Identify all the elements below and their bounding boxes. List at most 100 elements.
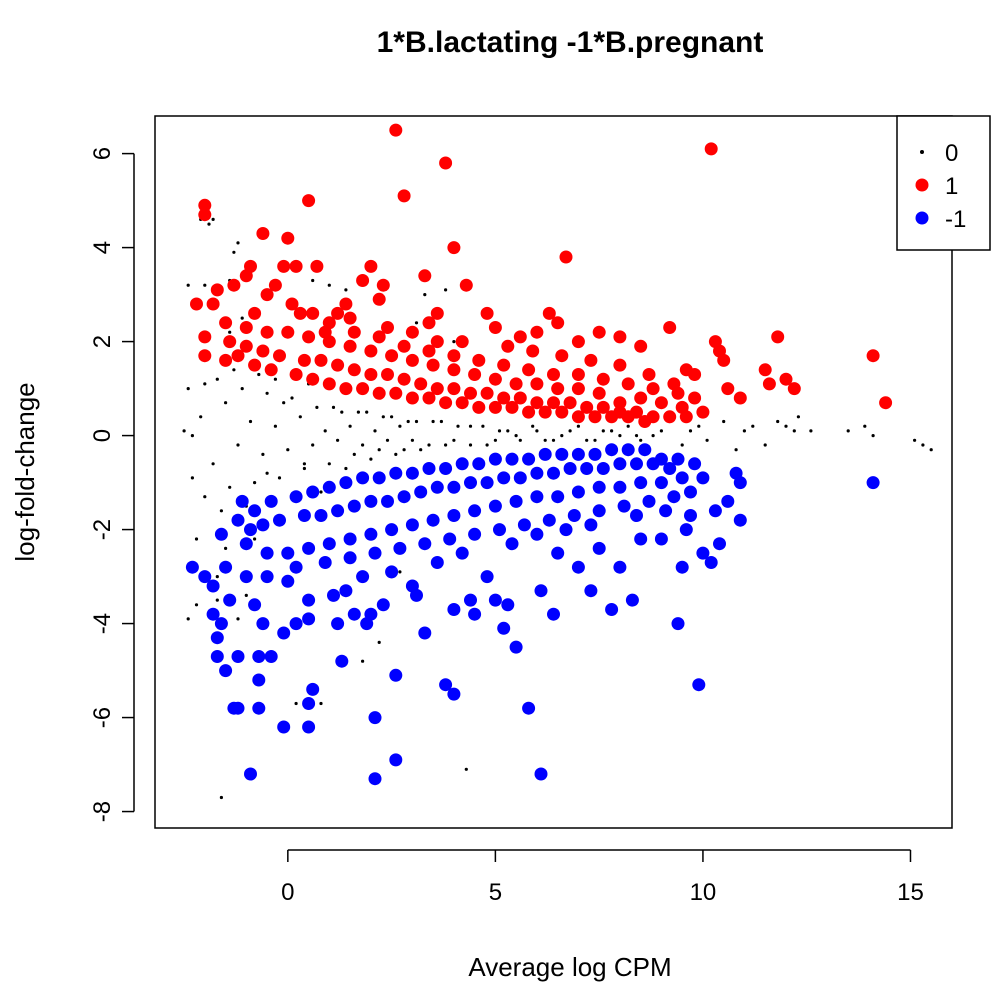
data-point (390, 415, 394, 419)
data-point (343, 339, 357, 353)
data-point (534, 767, 548, 781)
data-point (584, 353, 598, 367)
data-point (290, 396, 294, 400)
data-point (555, 447, 569, 461)
data-point (646, 382, 660, 396)
data-point (634, 532, 648, 546)
data-point (365, 410, 369, 414)
x-tick-label: 10 (690, 879, 717, 906)
data-point (530, 527, 544, 541)
data-point (282, 401, 286, 405)
data-point (322, 480, 336, 494)
data-point (613, 330, 627, 344)
data-point (776, 419, 780, 424)
data-point (265, 471, 269, 475)
data-point (244, 767, 257, 781)
data-point (571, 410, 585, 424)
data-point (306, 682, 320, 696)
data-point (289, 617, 303, 631)
data-point (419, 448, 423, 452)
data-point (488, 593, 502, 607)
data-point (199, 415, 203, 419)
y-tick-label: -6 (89, 707, 116, 728)
data-point (468, 527, 482, 541)
data-point (289, 490, 303, 504)
data-point (455, 457, 469, 471)
data-point (929, 448, 933, 452)
data-point (588, 410, 602, 424)
data-point (422, 391, 436, 405)
data-point (522, 701, 536, 715)
data-point (414, 419, 419, 424)
data-point (452, 438, 456, 442)
data-point (596, 462, 610, 475)
data-point (613, 457, 627, 471)
data-point (879, 396, 893, 410)
data-point (348, 424, 352, 428)
data-point (422, 316, 436, 330)
data-point (265, 391, 269, 395)
data-point (240, 316, 244, 320)
data-point (563, 396, 577, 410)
data-point (389, 466, 403, 480)
data-point (356, 471, 370, 485)
data-point (605, 443, 619, 457)
data-point (447, 687, 461, 701)
data-point (542, 513, 556, 527)
data-point (444, 288, 448, 292)
data-point (385, 565, 399, 579)
data-point (439, 419, 443, 424)
data-point (319, 701, 323, 706)
data-point (771, 330, 785, 344)
data-point (248, 419, 253, 424)
data-point (260, 325, 274, 339)
data-point (405, 353, 419, 367)
data-point (327, 588, 340, 602)
data-point (361, 659, 365, 663)
data-point (364, 527, 378, 541)
data-point (277, 259, 291, 273)
data-point (468, 443, 473, 447)
data-point (459, 278, 473, 292)
data-point (430, 382, 444, 396)
data-point (721, 494, 735, 508)
data-point (530, 377, 544, 391)
data-point (182, 429, 186, 433)
data-point (372, 386, 386, 400)
data-point (592, 480, 606, 494)
data-point (509, 640, 523, 654)
data-point (352, 452, 356, 456)
data-point (522, 452, 536, 466)
data-point (231, 513, 245, 527)
data-point (688, 429, 693, 433)
data-point (339, 297, 353, 311)
data-point (480, 476, 494, 490)
data-point (488, 372, 502, 386)
data-point (705, 438, 709, 442)
data-point (538, 447, 552, 461)
data-point (219, 560, 233, 574)
data-point (588, 447, 602, 461)
data-point (505, 452, 519, 466)
data-point (314, 509, 328, 522)
y-tick-label: 4 (89, 241, 116, 254)
data-point (733, 513, 747, 527)
data-point (626, 424, 630, 428)
data-point (675, 560, 689, 574)
data-point (555, 349, 569, 363)
data-point (219, 795, 223, 800)
data-point (381, 415, 385, 419)
data-point (339, 476, 353, 490)
data-point (244, 593, 248, 598)
data-point (580, 462, 594, 475)
data-point (347, 607, 361, 621)
data-point (381, 494, 394, 508)
data-point (455, 546, 469, 560)
data-point (517, 518, 531, 532)
data-point (634, 434, 639, 438)
data-point (318, 556, 332, 569)
data-point (231, 650, 245, 663)
data-point (364, 259, 378, 273)
plot-frame (154, 115, 953, 829)
data-point (535, 429, 539, 433)
